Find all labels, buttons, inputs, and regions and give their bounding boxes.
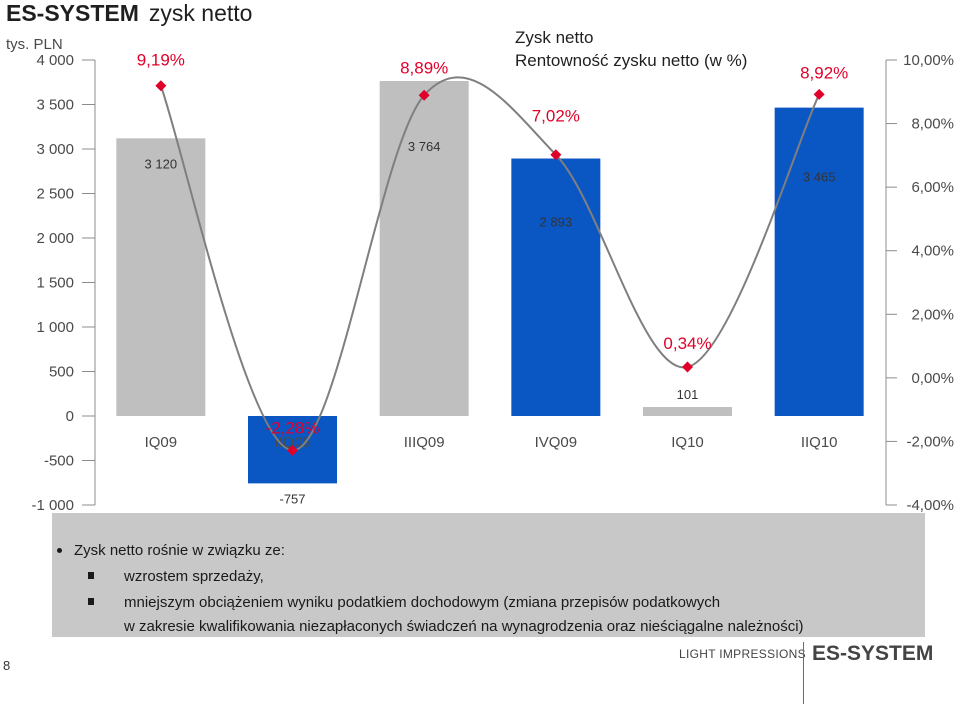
left-tick-label: 2 000 bbox=[36, 230, 74, 247]
bar bbox=[379, 81, 469, 416]
legend-entry-line: Rentowność zysku netto (w %) bbox=[515, 51, 747, 70]
line-value-label: 9,19% bbox=[137, 51, 185, 70]
notes-item: wzrostem sprzedaży, bbox=[88, 568, 264, 585]
left-tick-label: 3 000 bbox=[36, 141, 74, 158]
left-tick-label: -1 000 bbox=[31, 497, 74, 514]
bar-value-label: 101 bbox=[677, 387, 699, 402]
notes-item-text: w zakresie kwalifikowania niezapłaconych… bbox=[124, 618, 804, 635]
square-bullet-icon bbox=[88, 572, 94, 579]
bar-value-label: 3 465 bbox=[803, 170, 836, 185]
right-tick-label: 6,00% bbox=[911, 179, 954, 196]
line-marker bbox=[550, 149, 562, 161]
left-tick-label: 0 bbox=[66, 408, 74, 425]
left-tick-label: 2 500 bbox=[36, 186, 74, 203]
left-tick-label: -500 bbox=[44, 453, 74, 470]
right-tick-label: 10,00% bbox=[903, 52, 954, 69]
legend-entry-bars: Zysk netto bbox=[515, 28, 593, 47]
right-tick-label: -2,00% bbox=[906, 433, 954, 450]
notes-box: Zysk netto rośnie w związku ze: wzrostem… bbox=[52, 513, 925, 637]
bar-series bbox=[116, 81, 864, 484]
right-tick-label: -4,00% bbox=[906, 497, 954, 514]
bar-value-label: 3 120 bbox=[145, 156, 178, 171]
title-brand: ES-SYSTEM bbox=[6, 0, 139, 26]
right-tick-label: 2,00% bbox=[911, 306, 954, 323]
bar-value-label: -757 bbox=[279, 491, 305, 506]
line-marker bbox=[287, 444, 298, 456]
bar bbox=[643, 407, 732, 416]
notes-item-continuation: w zakresie kwalifikowania niezapłaconych… bbox=[124, 618, 804, 635]
category-label: IIIQ09 bbox=[404, 434, 445, 451]
right-tick-label: 4,00% bbox=[911, 243, 954, 260]
right-tick-label: 0,00% bbox=[911, 370, 954, 387]
line-path bbox=[159, 76, 821, 452]
line-value-label: -2,28% bbox=[266, 418, 320, 437]
line-marker bbox=[682, 361, 693, 373]
bar-value-label: 3 764 bbox=[408, 139, 441, 154]
bar bbox=[116, 138, 206, 416]
notes-item-text: mniejszym obciążeniem wyniku podatkiem d… bbox=[124, 594, 721, 611]
footer-tagline: LIGHT IMPRESSIONS bbox=[679, 647, 806, 661]
legend: Zysk netto Rentowność zysku netto (w %) bbox=[515, 28, 747, 70]
title-subject: zysk netto bbox=[148, 0, 253, 26]
notes-bullet: Zysk netto rośnie w związku ze: bbox=[57, 542, 285, 559]
footer-logo: ES-SYSTEM bbox=[812, 642, 934, 665]
category-label: IQ10 bbox=[671, 434, 704, 451]
category-label: IVQ09 bbox=[535, 434, 578, 451]
notes-item: mniejszym obciążeniem wyniku podatkiem d… bbox=[88, 594, 721, 611]
footer-divider bbox=[803, 642, 804, 704]
page-title: ES-SYSTEM zysk netto bbox=[6, 0, 252, 27]
right-axis: -4,00% -2,00% 0,00% 2,00% 4,00% 6,00% 8,00% 10,… bbox=[885, 52, 954, 514]
notes-item-text: wzrostem sprzedaży, bbox=[124, 568, 264, 585]
left-tick-label: 1 000 bbox=[36, 319, 74, 336]
line-value-label: 0,34% bbox=[663, 334, 711, 353]
notes-bullet-text: Zysk netto rośnie w związku ze: bbox=[74, 542, 285, 559]
page-number: 8 bbox=[3, 658, 11, 673]
bar bbox=[774, 107, 864, 417]
bar bbox=[511, 158, 601, 416]
left-tick-label: 1 500 bbox=[36, 275, 74, 292]
bullet-icon bbox=[57, 548, 62, 553]
left-axis-unit-label: tys. PLN bbox=[6, 36, 63, 53]
category-label: IIQ10 bbox=[801, 434, 838, 451]
line-value-label: 8,89% bbox=[400, 58, 448, 77]
left-axis: -1 000 -500 0 500 1 000 1 500 2 000 2 500 3 000 3… bbox=[31, 52, 96, 514]
bar-value-labels: 3 120 -757 3 764 2 893 101 3 465 bbox=[145, 139, 836, 506]
line-value-label: 8,92% bbox=[800, 63, 848, 82]
square-bullet-icon bbox=[88, 598, 94, 605]
left-tick-label: 500 bbox=[49, 364, 74, 381]
line-marker bbox=[813, 88, 825, 100]
left-tick-label: 4 000 bbox=[36, 52, 74, 69]
category-labels: IQ09 IIQ09 IIIQ09 IVQ09 IQ10 IIQ10 bbox=[145, 434, 838, 451]
line-marker bbox=[155, 80, 167, 92]
line-marker bbox=[418, 89, 430, 101]
net-profit-chart: tys. PLN -1 000 -500 0 500 1 000 1 500 2 000 2 … bbox=[6, 28, 954, 514]
bar-value-label: 2 893 bbox=[540, 215, 573, 230]
left-tick-label: 3 500 bbox=[36, 97, 74, 114]
line-series: 9,19% -2,28% 8,89% 7,02% 0,34% 8,92% bbox=[137, 51, 848, 456]
category-label: IQ09 bbox=[145, 434, 178, 451]
line-value-label: 7,02% bbox=[532, 107, 580, 126]
right-tick-label: 8,00% bbox=[911, 116, 954, 133]
